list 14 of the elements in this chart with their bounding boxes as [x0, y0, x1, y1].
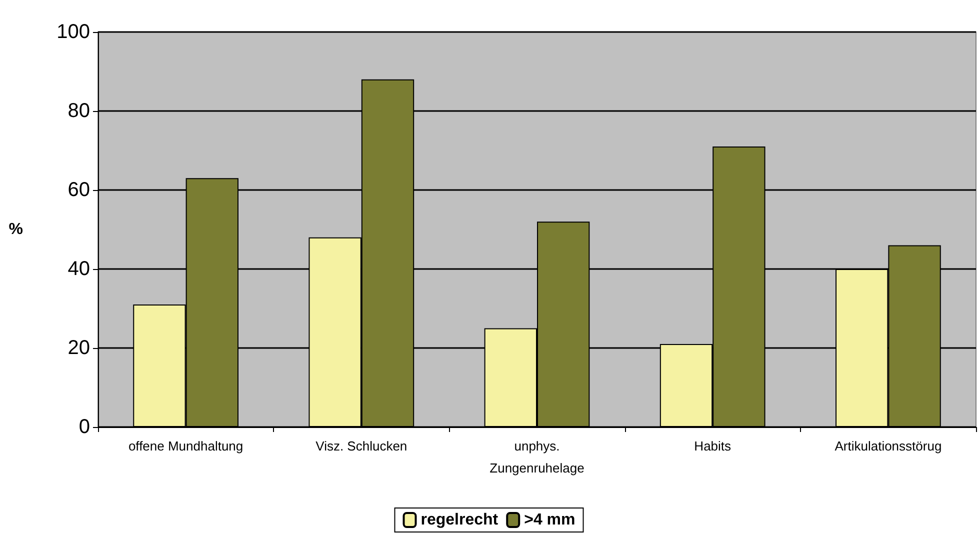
y-tick-label: 80 — [68, 100, 90, 122]
y-tick-label: 0 — [78, 416, 90, 438]
x-tick-label: Artikulationsstörug — [834, 438, 942, 454]
y-tick-label: 100 — [56, 21, 90, 43]
x-tick-label: unphys. Zungenruhelage — [490, 438, 584, 476]
y-tick-label: 40 — [68, 258, 90, 280]
legend-label: regelrecht — [420, 512, 499, 528]
x-tick-label: Habits — [694, 438, 732, 454]
x-tick-label: offene Mundhaltung — [128, 438, 244, 454]
y-axis-title: % — [8, 221, 23, 238]
y-tick-label: 60 — [68, 179, 90, 201]
legend-label: >4 mm — [524, 512, 576, 528]
y-tick-label: 20 — [68, 337, 90, 359]
x-tick-label: Visz. Schlucken — [316, 438, 408, 454]
